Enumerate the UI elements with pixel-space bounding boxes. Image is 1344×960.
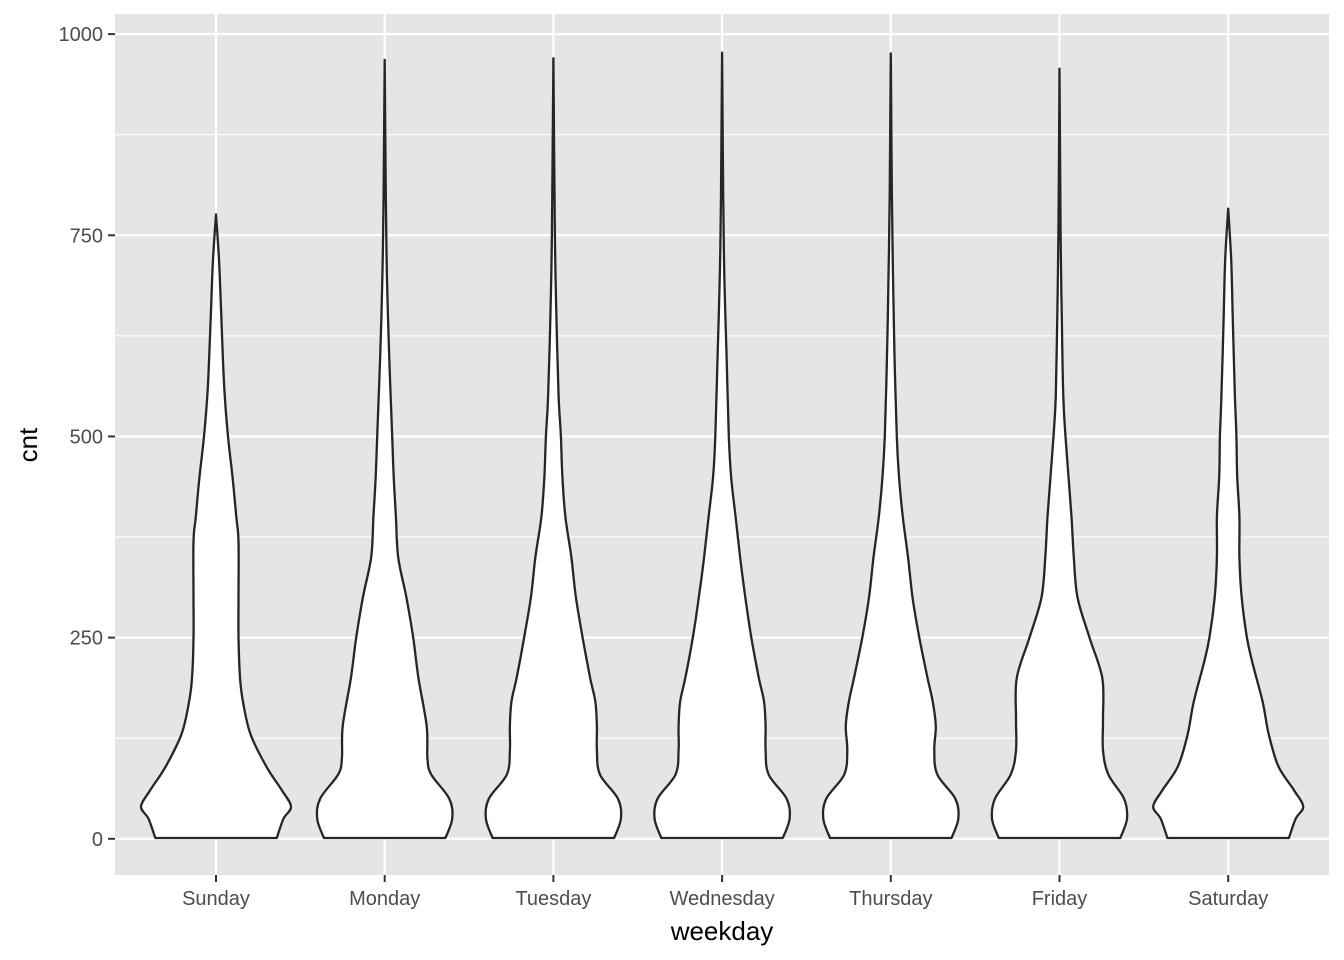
x-tick-label: Saturday [1188,888,1268,910]
violin-tuesday [484,57,623,840]
violin-sunday [139,213,293,840]
y-tick-label: 0 [92,829,103,851]
y-axis-title: cnt [13,427,43,462]
y-tick-label: 1000 [59,24,104,46]
x-tick-label: Wednesday [669,888,774,910]
x-tick-label: Monday [349,888,420,910]
x-tick-label: Friday [1032,888,1088,910]
violin-wednesday [653,51,792,840]
x-tick-label: Thursday [849,888,932,910]
x-tick-label: Sunday [182,888,250,910]
y-tick-label: 750 [70,225,103,247]
y-tick-label: 500 [70,426,103,448]
x-axis-title: weekday [670,916,774,946]
y-axis: 0 250 500 750 1000 [59,24,115,851]
violins [139,51,1305,840]
violin-thursday [821,52,960,840]
x-tick-label: Tuesday [515,888,591,910]
y-tick-label: 250 [70,628,103,650]
violin-saturday [1152,207,1305,840]
x-axis: Sunday Monday Tuesday Wednesday Thursday Frid… [182,875,1268,910]
violin-monday [315,58,454,840]
violin-friday [990,67,1129,840]
